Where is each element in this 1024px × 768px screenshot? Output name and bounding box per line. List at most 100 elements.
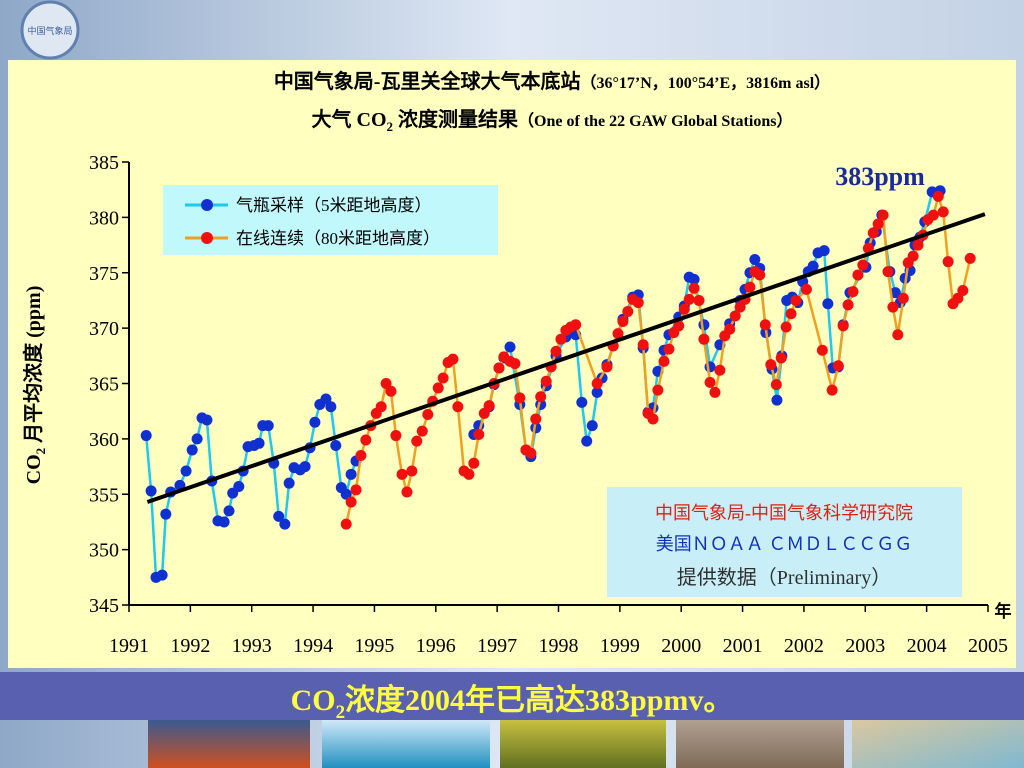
data-point [822, 298, 834, 310]
data-point [299, 461, 311, 473]
data-point [770, 379, 782, 391]
banner-bg [0, 672, 1024, 720]
data-point [262, 420, 274, 432]
data-point [912, 239, 924, 251]
data-point [942, 256, 954, 268]
data-point [253, 437, 265, 449]
y-tick-label: 350 [89, 540, 119, 562]
x-tick-label: 1996 [416, 635, 456, 657]
x-tick-label: 2000 [661, 635, 701, 657]
subscript: 2 [33, 448, 48, 455]
data-point [355, 449, 367, 461]
data-point [145, 485, 157, 497]
data-point [683, 293, 695, 305]
y-tick-label: 375 [89, 263, 119, 285]
data-point [411, 435, 423, 447]
data-point [468, 457, 480, 469]
data-point [156, 569, 168, 581]
data-point [744, 281, 756, 293]
data-point [514, 392, 526, 404]
data-point [818, 245, 830, 257]
logo [20, 0, 80, 60]
photo [852, 720, 1024, 768]
source-line: 提供数据（Preliminary） [677, 566, 891, 589]
y-tick-label: 360 [89, 429, 119, 451]
data-point [749, 253, 761, 265]
photo [148, 720, 310, 768]
x-tick-label: 2002 [784, 635, 824, 657]
data-point [570, 319, 582, 331]
y-axis-label: CO2 月平均浓度 (ppm) [21, 286, 48, 485]
data-point [447, 353, 459, 365]
data-point [688, 282, 700, 294]
title-text: 浓度测量结果 [393, 107, 518, 131]
legend-label: 在线连续（80米距地高度） [236, 229, 440, 248]
data-point [837, 320, 849, 332]
data-point [612, 328, 624, 340]
data-point [927, 209, 939, 221]
title-text: 大气 CO [312, 107, 387, 131]
x-axis-unit: 年 [995, 601, 1012, 621]
data-point [279, 518, 291, 530]
logo-text: 中国气象局 [27, 25, 72, 36]
data-point [340, 518, 352, 530]
data-point [957, 284, 969, 296]
annotation: 383ppm [835, 162, 925, 191]
data-point [360, 434, 372, 446]
data-point [591, 386, 603, 398]
banner-part: 浓度2004年已高达383ppmv。 [345, 684, 733, 717]
data-point [872, 218, 884, 230]
data-point [698, 333, 710, 345]
data-point [530, 413, 542, 425]
data-point [586, 420, 598, 432]
data-point [678, 303, 690, 315]
data-point [729, 310, 741, 322]
photo [322, 720, 490, 768]
data-point [759, 319, 771, 331]
data-point [535, 391, 547, 403]
x-tick-label: 2005 [968, 635, 1008, 657]
x-tick-label: 1992 [170, 635, 210, 657]
data-point [509, 358, 521, 370]
data-point [816, 344, 828, 356]
source-line: 美国ＮＯＡＡ ＣＭＤＬＣＣＧＧ [656, 534, 913, 554]
data-point [473, 428, 485, 440]
source-box [607, 487, 962, 597]
data-point [892, 329, 904, 341]
data-point [724, 323, 736, 335]
photo [500, 720, 666, 768]
data-point [504, 341, 516, 353]
x-tick-label: 2001 [723, 635, 763, 657]
data-point [842, 299, 854, 311]
y-tick-label: 370 [89, 318, 119, 340]
data-point [375, 401, 387, 413]
data-point [622, 306, 634, 318]
data-point [350, 484, 362, 496]
legend-marker [201, 232, 213, 244]
data-point [704, 376, 716, 388]
data-point [637, 339, 649, 351]
data-point [775, 352, 787, 364]
data-point [330, 440, 342, 452]
y-tick-label: 365 [89, 374, 119, 396]
data-point [325, 401, 337, 413]
data-point [345, 468, 357, 480]
data-point [709, 386, 721, 398]
y-tick-label: 380 [89, 207, 119, 229]
data-point [525, 447, 537, 459]
data-point [663, 343, 675, 355]
data-point [887, 301, 899, 313]
legend-label: 气瓶采样（5米距地高度） [236, 196, 432, 215]
data-point [765, 359, 777, 371]
data-point [647, 413, 659, 425]
label-text: CO [23, 454, 45, 484]
data-point [385, 385, 397, 397]
data-point [218, 516, 230, 528]
x-tick-label: 1995 [354, 635, 394, 657]
data-point [273, 510, 285, 522]
data-point [223, 505, 235, 517]
data-point [852, 269, 864, 281]
legend-marker [201, 199, 213, 211]
photo [676, 720, 844, 768]
